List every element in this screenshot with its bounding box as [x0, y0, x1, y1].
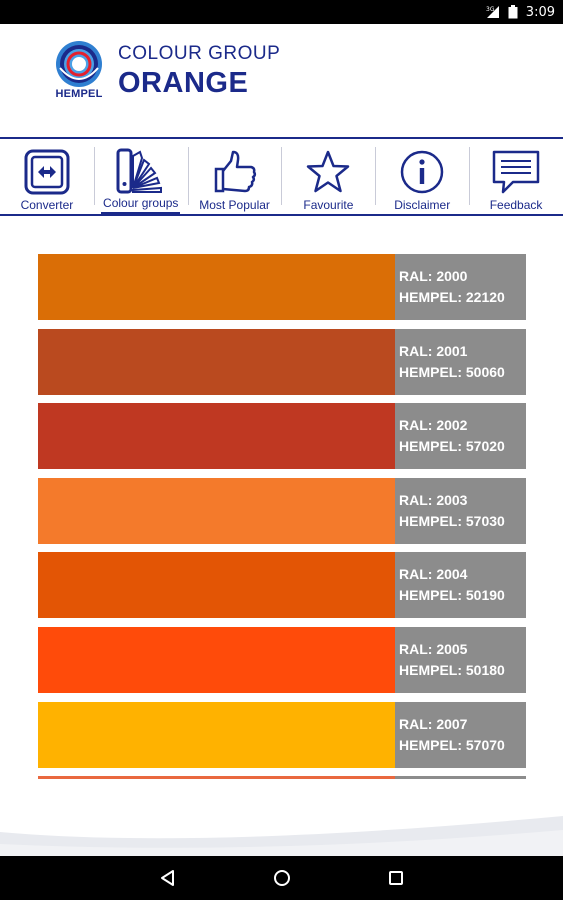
- colour-item-ral-2002[interactable]: RAL: 2002 HEMPEL: 57020: [38, 403, 526, 470]
- colour-fan-icon: [115, 148, 167, 194]
- hempel-logo: HEMPEL: [50, 38, 108, 108]
- ral-code: RAL: 2001: [399, 342, 468, 359]
- info-icon: [396, 148, 448, 196]
- tab-converter-label: Converter: [20, 198, 74, 212]
- tab-colour-groups-label: Colour groups: [101, 196, 181, 215]
- colour-swatch: [38, 254, 395, 320]
- svg-text:3G: 3G: [486, 6, 495, 13]
- status-bar: 3G 3:09: [0, 0, 563, 24]
- colour-item-ral-2000[interactable]: RAL: 2000 HEMPEL: 22120: [38, 254, 526, 320]
- tab-feedback-label: Feedback: [489, 198, 543, 212]
- colour-codes: RAL: 2003 HEMPEL: 57030: [395, 477, 526, 544]
- colour-codes: RAL: 2007 HEMPEL: 57070: [395, 701, 526, 768]
- cellular-signal-icon: 3G: [486, 5, 500, 19]
- tab-most-popular[interactable]: Most Popular: [187, 139, 282, 214]
- ral-code: RAL: 2005: [399, 640, 468, 657]
- tab-converter[interactable]: Converter: [0, 139, 94, 214]
- converter-icon: [21, 148, 73, 196]
- recents-icon[interactable]: [384, 866, 408, 890]
- colour-item-ral-2003[interactable]: RAL: 2003 HEMPEL: 57030: [38, 477, 526, 544]
- colour-swatch: [38, 701, 395, 768]
- decorative-wave: [0, 816, 563, 856]
- hempel-code: HEMPEL: 57070: [399, 736, 505, 753]
- colour-codes: RAL: 2005 HEMPEL: 50180: [395, 626, 526, 693]
- colour-swatch: [38, 626, 395, 693]
- ral-code: RAL: 2007: [399, 715, 468, 732]
- ral-code: RAL: 2004: [399, 566, 468, 583]
- colour-codes: [395, 776, 526, 780]
- colour-swatch: [38, 477, 395, 544]
- colour-item-ral-2007[interactable]: RAL: 2007 HEMPEL: 57070: [38, 701, 526, 768]
- colour-swatch: [38, 776, 395, 780]
- header-subtitle: COLOUR GROUP: [118, 43, 281, 64]
- tab-colour-groups[interactable]: Colour groups: [93, 139, 188, 215]
- hempel-code: HEMPEL: 50180: [399, 661, 505, 678]
- hempel-code: HEMPEL: 22120: [399, 289, 505, 305]
- tab-favourite[interactable]: Favourite: [281, 139, 375, 214]
- colour-list: RAL: 2000 HEMPEL: 22120 RAL: 2001 HEMPEL…: [38, 254, 526, 780]
- star-icon: [302, 148, 354, 196]
- ral-code: RAL: 2002: [399, 417, 468, 434]
- hempel-logo-mark: [56, 41, 102, 87]
- battery-icon: [506, 5, 520, 19]
- hempel-code: HEMPEL: 50190: [399, 587, 505, 604]
- hempel-code: HEMPEL: 57020: [399, 438, 505, 455]
- tab-feedback[interactable]: Feedback: [469, 139, 563, 214]
- colour-codes: RAL: 2001 HEMPEL: 50060: [395, 328, 526, 395]
- thumbs-up-icon: [209, 148, 261, 196]
- colour-swatch: [38, 328, 395, 395]
- hempel-code: HEMPEL: 50060: [399, 363, 505, 380]
- page-title: ORANGE: [118, 67, 249, 99]
- colour-item-partial[interactable]: [38, 776, 526, 780]
- speech-bubble-icon: [490, 148, 542, 196]
- tab-disclaimer[interactable]: Disclaimer: [375, 139, 469, 214]
- colour-item-ral-2005[interactable]: RAL: 2005 HEMPEL: 50180: [38, 626, 526, 693]
- back-icon[interactable]: [156, 866, 180, 890]
- colour-item-ral-2004[interactable]: RAL: 2004 HEMPEL: 50190: [38, 552, 526, 619]
- app-header: HEMPEL COLOUR GROUP ORANGE: [0, 24, 563, 137]
- hempel-code: HEMPEL: 57030: [399, 512, 505, 529]
- tab-favourite-label: Favourite: [303, 198, 354, 212]
- colour-codes: RAL: 2000 HEMPEL: 22120: [395, 254, 526, 320]
- colour-codes: RAL: 2004 HEMPEL: 50190: [395, 552, 526, 619]
- colour-swatch: [38, 403, 395, 470]
- tab-disclaimer-label: Disclaimer: [394, 198, 451, 212]
- system-nav-bar: [0, 856, 563, 900]
- tab-most-popular-label: Most Popular: [199, 198, 270, 212]
- logo-text: HEMPEL: [55, 88, 103, 100]
- home-icon[interactable]: [270, 866, 294, 890]
- main-toolbar: Converter Colour groups Most Popular: [0, 137, 563, 216]
- colour-item-ral-2001[interactable]: RAL: 2001 HEMPEL: 50060: [38, 328, 526, 395]
- colour-swatch: [38, 552, 395, 619]
- clock: 3:09: [525, 4, 555, 20]
- ral-code: RAL: 2003: [399, 491, 468, 508]
- colour-codes: RAL: 2002 HEMPEL: 57020: [395, 403, 526, 470]
- ral-code: RAL: 2000: [399, 268, 468, 284]
